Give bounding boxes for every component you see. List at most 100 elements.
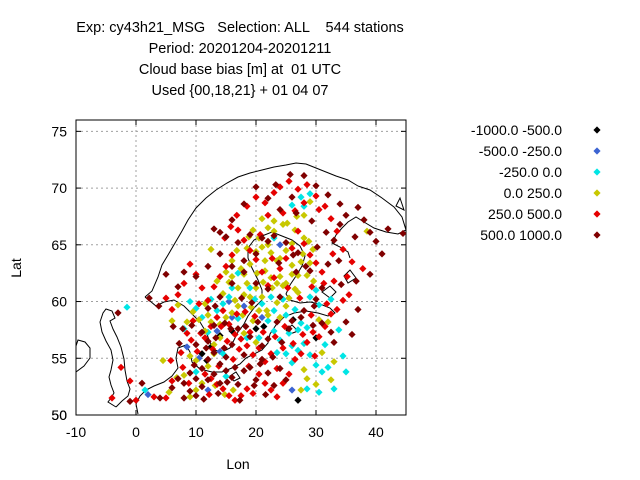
data-point [250, 381, 258, 390]
data-point [302, 262, 310, 270]
data-point [330, 358, 338, 366]
data-point [296, 294, 304, 302]
data-point [297, 350, 305, 358]
data-point [205, 390, 213, 399]
data-point [255, 334, 263, 342]
data-point [155, 302, 163, 310]
data-point [264, 224, 272, 232]
data-point [300, 199, 308, 207]
data-point [258, 215, 266, 223]
data-point [339, 245, 347, 253]
legend-label: -500.0 -250.0 [479, 143, 562, 159]
data-point [285, 370, 293, 378]
data-point [264, 194, 272, 202]
data-point [308, 217, 316, 225]
data-point [228, 251, 236, 259]
data-point [213, 277, 221, 285]
data-point [270, 307, 278, 315]
data-point [198, 313, 206, 322]
legend-marker [593, 189, 601, 197]
data-point [246, 230, 254, 239]
data-point [330, 338, 338, 346]
data-point [168, 317, 176, 325]
data-point [246, 328, 254, 336]
data-point [240, 257, 248, 265]
data-point [324, 191, 332, 199]
data-point [201, 334, 209, 342]
data-point [237, 265, 245, 273]
data-point [237, 335, 245, 343]
data-point [246, 260, 254, 268]
data-point [335, 326, 343, 334]
data-point [252, 193, 260, 201]
data-point [315, 206, 323, 214]
data-point [243, 385, 251, 393]
data-point [192, 341, 200, 349]
data-point [168, 384, 176, 392]
data-point [252, 250, 260, 258]
data-point [228, 309, 236, 317]
data-point [318, 348, 326, 357]
data-point [312, 192, 320, 200]
y-tick-label: 55 [51, 350, 67, 366]
data-point [399, 229, 406, 238]
data-point [234, 284, 242, 292]
data-point [241, 308, 249, 316]
data-point [229, 386, 237, 394]
data-point [234, 380, 242, 388]
data-point [327, 215, 335, 223]
data-point [313, 243, 321, 251]
data-point [228, 279, 236, 287]
data-point [222, 367, 230, 375]
data-point [320, 279, 328, 287]
data-point [306, 190, 314, 198]
x-tick-label: -10 [66, 424, 86, 440]
data-point [270, 274, 278, 282]
data-point [351, 233, 359, 241]
data-point [252, 325, 260, 333]
data-point [239, 311, 247, 319]
data-point [180, 394, 188, 402]
data-point [175, 339, 183, 348]
data-point [273, 318, 281, 326]
data-point [216, 360, 224, 368]
data-point [315, 301, 323, 309]
data-point [330, 236, 338, 244]
data-point [156, 394, 164, 402]
data-point [294, 185, 302, 193]
data-point [343, 272, 351, 281]
data-point [268, 284, 276, 292]
data-point [278, 338, 286, 346]
data-point [126, 397, 134, 405]
data-point [273, 393, 281, 401]
data-point [138, 379, 146, 387]
data-point [309, 328, 317, 336]
data-point [240, 200, 248, 208]
data-point [284, 284, 292, 292]
legend-label: -1000.0 -500.0 [471, 122, 562, 138]
data-point [240, 302, 248, 310]
data-point [192, 272, 200, 281]
data-point [282, 254, 290, 263]
data-point [282, 302, 290, 310]
data-point [227, 223, 235, 231]
data-point [233, 310, 241, 318]
y-axis-label: Lat [8, 258, 24, 278]
data-point [285, 294, 293, 302]
data-point [372, 237, 380, 246]
data-point [236, 396, 244, 404]
data-point [231, 296, 239, 305]
data-point [300, 366, 308, 374]
data-point [210, 370, 218, 378]
data-point [240, 268, 248, 276]
data-point [192, 368, 200, 376]
data-point [264, 317, 272, 325]
data-point [303, 375, 311, 383]
data-point [183, 318, 191, 326]
data-point [204, 311, 212, 319]
data-point [318, 268, 326, 276]
data-point [198, 364, 206, 373]
data-point [126, 377, 134, 385]
scatter-points [108, 170, 406, 405]
